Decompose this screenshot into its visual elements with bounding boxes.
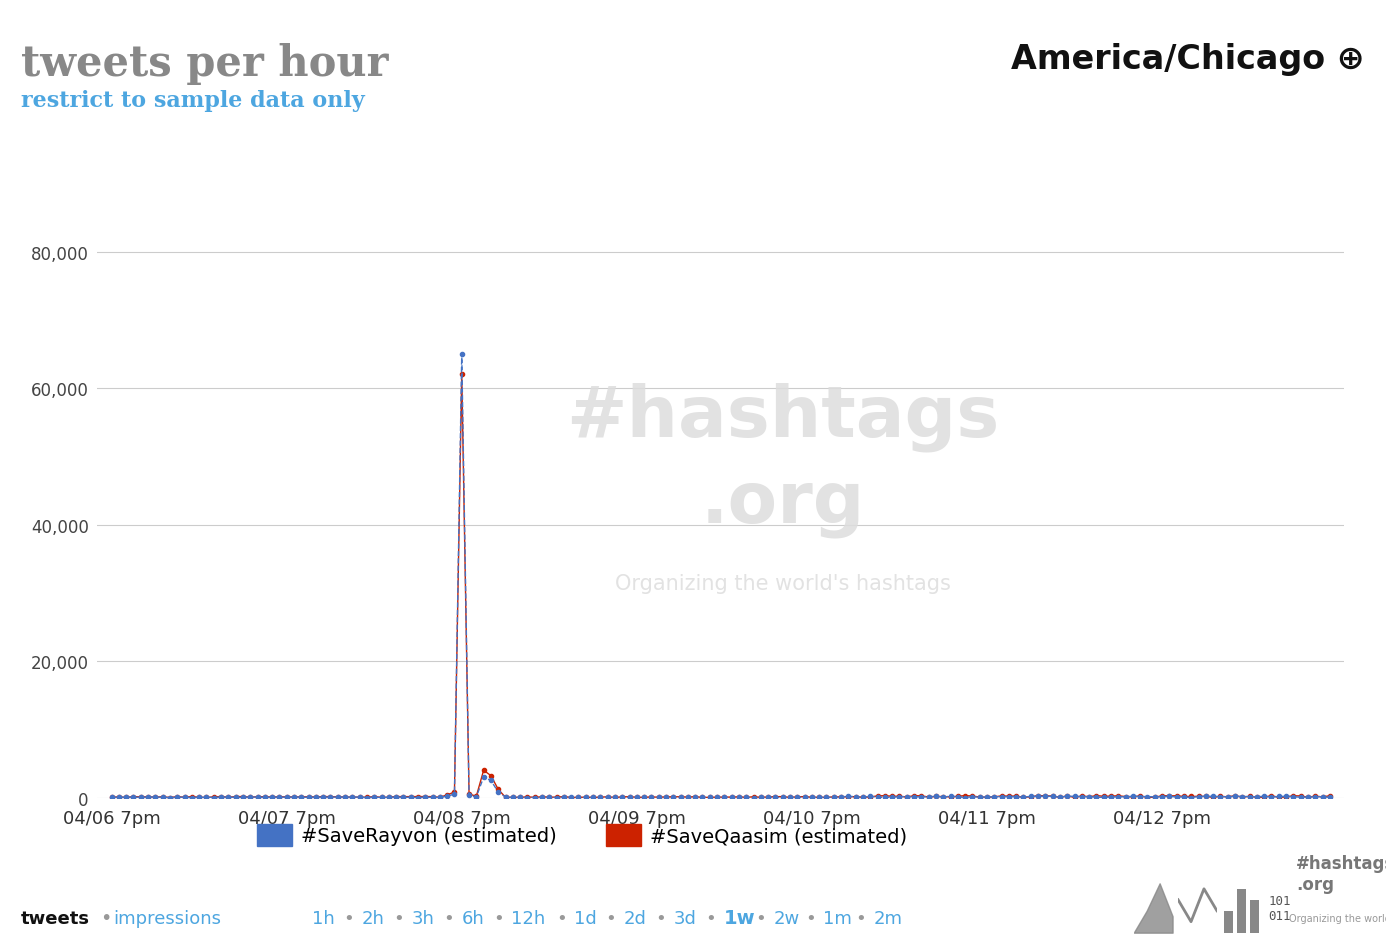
Bar bbox=[1250, 900, 1260, 933]
Text: 1h: 1h bbox=[312, 908, 334, 927]
Text: •: • bbox=[556, 908, 567, 927]
Text: 2h: 2h bbox=[362, 908, 385, 927]
Text: •: • bbox=[805, 908, 816, 927]
Text: 2d: 2d bbox=[624, 908, 647, 927]
Text: •: • bbox=[344, 908, 355, 927]
Text: 101
011: 101 011 bbox=[1268, 894, 1290, 922]
Bar bbox=[1238, 889, 1246, 933]
Text: 1d: 1d bbox=[574, 908, 596, 927]
Text: tweets per hour: tweets per hour bbox=[21, 42, 388, 84]
Text: Organizing the world's hashtags: Organizing the world's hashtags bbox=[615, 573, 951, 593]
Text: •: • bbox=[705, 908, 717, 927]
Text: 2w: 2w bbox=[773, 908, 800, 927]
Text: •: • bbox=[855, 908, 866, 927]
Bar bbox=[1224, 911, 1234, 933]
Text: 6h: 6h bbox=[462, 908, 484, 927]
Text: •: • bbox=[656, 908, 667, 927]
Text: •: • bbox=[493, 908, 505, 927]
Text: •: • bbox=[394, 908, 405, 927]
Text: 3d: 3d bbox=[674, 908, 697, 927]
Text: •: • bbox=[444, 908, 455, 927]
Text: •: • bbox=[755, 908, 766, 927]
Text: .org: .org bbox=[701, 468, 865, 538]
Text: America/Chicago ⊕: America/Chicago ⊕ bbox=[1012, 42, 1365, 76]
Text: •: • bbox=[606, 908, 617, 927]
Text: •: • bbox=[100, 908, 111, 927]
Text: 1m: 1m bbox=[823, 908, 852, 927]
Text: #hashtags: #hashtags bbox=[567, 382, 999, 452]
Text: impressions: impressions bbox=[114, 908, 222, 927]
Text: 1w: 1w bbox=[723, 908, 755, 927]
Text: Organizing the world's hashtags: Organizing the world's hashtags bbox=[1289, 913, 1386, 922]
Text: 2m: 2m bbox=[873, 908, 902, 927]
Text: 3h: 3h bbox=[412, 908, 435, 927]
Text: 12h: 12h bbox=[511, 908, 546, 927]
Text: tweets: tweets bbox=[21, 908, 90, 927]
Text: #hashtags
.org: #hashtags .org bbox=[1296, 853, 1386, 893]
Text: restrict to sample data only: restrict to sample data only bbox=[21, 90, 365, 111]
Legend: #SaveRayvon (estimated), #SaveQaasim (estimated): #SaveRayvon (estimated), #SaveQaasim (es… bbox=[249, 816, 915, 854]
